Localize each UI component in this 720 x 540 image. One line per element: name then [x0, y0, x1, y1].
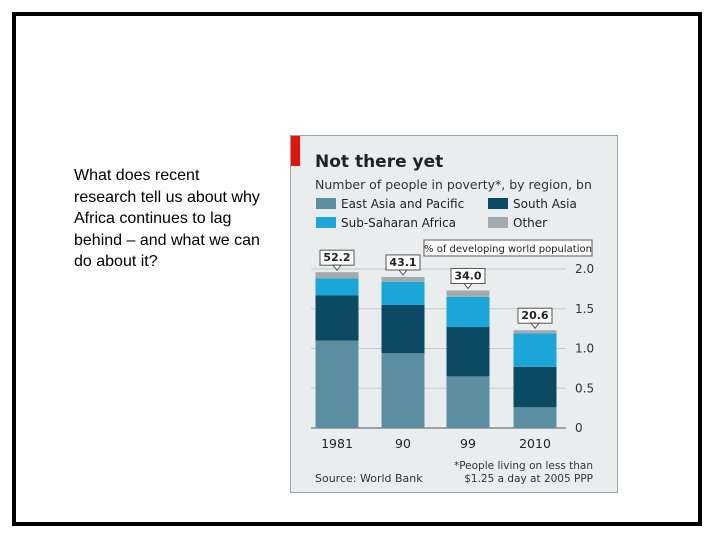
y-tick-label: 0.5	[575, 381, 594, 395]
legend-label-east-asia: East Asia and Pacific	[341, 197, 464, 211]
chart-card: Not there yet Number of people in povert…	[290, 135, 618, 493]
pct-callout-pointer	[397, 269, 409, 276]
bar-segment	[315, 340, 359, 428]
bar-segment	[513, 333, 557, 367]
bar-segment	[381, 353, 425, 428]
pct-callout-value: 43.1	[389, 256, 416, 269]
x-tick-label: 90	[395, 436, 411, 451]
x-tick-label: 1981	[321, 436, 353, 451]
legend-swatch-east-asia	[316, 198, 336, 209]
y-tick-label: 0	[575, 421, 583, 435]
bar-segment	[513, 330, 557, 334]
x-tick-label: 2010	[519, 436, 551, 451]
legend-swatch-south-asia	[488, 198, 508, 209]
footnote-line-1: *People living on less than	[454, 460, 593, 472]
bar-segment	[315, 278, 359, 296]
y-tick-label: 1.5	[575, 302, 594, 316]
source-text: Source: World Bank	[315, 472, 423, 485]
legend-label-south-asia: South Asia	[513, 197, 577, 211]
y-tick-label: 2.0	[575, 262, 594, 276]
chart-svg: Not there yet Number of people in povert…	[291, 136, 594, 485]
bar-segment	[381, 281, 425, 305]
bar-segment	[446, 290, 490, 297]
pct-callout-value: 52.2	[323, 251, 350, 264]
x-tick-label: 99	[460, 436, 476, 451]
bar-segment	[315, 272, 359, 279]
bar-segment	[446, 296, 490, 328]
bar-segment	[513, 366, 557, 408]
bar-segment	[381, 304, 425, 354]
bar-segment	[513, 407, 557, 428]
pct-callout-value: 20.6	[521, 309, 548, 322]
pct-callout-pointer	[529, 322, 541, 330]
pct-callout-pointer	[331, 264, 343, 271]
pct-callout-pointer	[462, 282, 474, 290]
pct-header-label: % of developing world population	[424, 244, 592, 255]
bar-segment	[446, 327, 490, 377]
legend-label-other: Other	[513, 216, 547, 230]
chart-subtitle: Number of people in poverty*, by region,…	[315, 177, 592, 192]
footnote-line-2: $1.25 a day at 2005 PPP	[464, 473, 593, 485]
bar-segment	[446, 376, 490, 428]
pct-callout-value: 34.0	[454, 269, 481, 282]
legend-swatch-other	[488, 217, 508, 228]
question-text: What does recent research tell us about …	[74, 167, 260, 270]
pct-header-box	[423, 239, 593, 257]
red-accent-bar	[291, 136, 300, 166]
bar-segment	[381, 276, 425, 282]
bar-segment	[315, 295, 359, 341]
legend-label-sub-saharan: Sub-Saharan Africa	[341, 216, 456, 230]
legend-swatch-sub-saharan	[316, 217, 336, 228]
chart-title: Not there yet	[315, 152, 443, 172]
y-tick-label: 1.0	[575, 342, 594, 356]
